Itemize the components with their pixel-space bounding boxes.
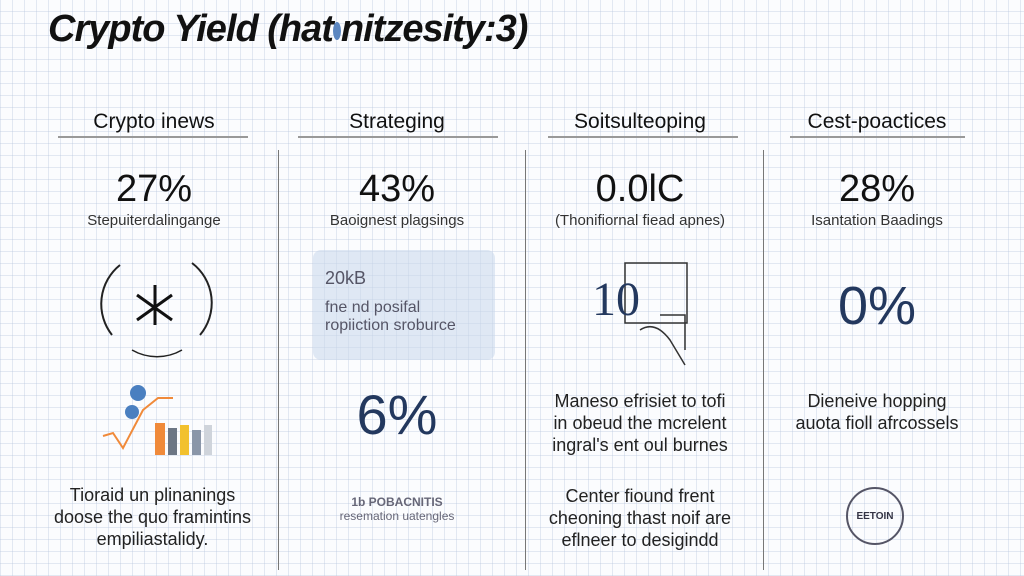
stat-subtitle-3: (Thonifiornal fiead apnes) [554, 212, 726, 229]
divider [548, 136, 738, 138]
stat-value-4: 28% [838, 168, 916, 210]
info-card: 20kB fne nd posifal ropiiction sroburce [313, 250, 495, 360]
column-divider [525, 150, 526, 570]
column-divider [763, 150, 764, 570]
big-stat-4: 0% [837, 276, 917, 336]
column-header-2: Strateging [349, 110, 445, 133]
column-header-4: Cest-poactices [807, 110, 947, 133]
divider [58, 136, 248, 138]
divider [298, 136, 498, 138]
big-stat-2: 6% [356, 383, 438, 446]
divider [790, 136, 965, 138]
cycle-icon [100, 262, 213, 358]
stat-value-3: 0.0lC [595, 168, 685, 210]
column-header-3: Soitsulteoping [574, 110, 706, 133]
description-3: Maneso efrisiet to tofi in obeud the mcre… [552, 391, 728, 455]
badge-seal: EETOIN [846, 487, 904, 545]
bar-chart-icon [102, 385, 212, 455]
description-1: Tioraid un plinanings doose the quo frami… [53, 485, 252, 549]
stat-value-1: 27% [115, 168, 193, 210]
figure-number: 10 [592, 273, 640, 326]
stat-value-2: 43% [358, 168, 436, 210]
column-divider [278, 150, 279, 570]
description-3b: Center fiound frent cheoning thast noif a… [548, 486, 732, 550]
stat-subtitle-4: Isantation Baadings [811, 212, 943, 229]
hand-illustration-icon [624, 262, 688, 366]
column-header-1: Crypto inews [93, 110, 215, 133]
drop-icon [332, 21, 341, 40]
stat-subtitle-1: Stepuiterdalingange [87, 212, 221, 229]
description-4: Dieneive hopping auota fioll afrcossels [795, 391, 959, 433]
stat-subtitle-2: Baoignest plagsings [329, 212, 465, 229]
footer-note-2: 1b POBACNITIS resemation uatengles [339, 495, 455, 523]
page-title: Crypto Yield (hat nitzesity:3) [48, 8, 528, 50]
